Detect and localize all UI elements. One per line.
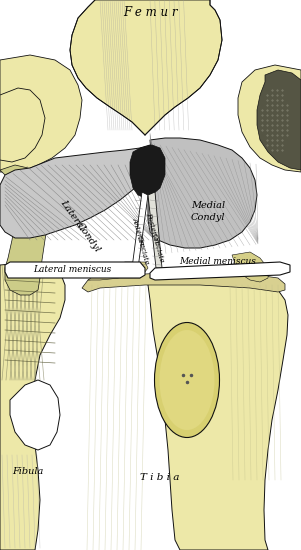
Polygon shape — [10, 380, 60, 450]
Text: Condyl: Condyl — [74, 221, 101, 255]
Polygon shape — [132, 192, 148, 268]
Polygon shape — [0, 145, 152, 238]
Polygon shape — [0, 262, 65, 550]
Text: Lateral: Lateral — [58, 198, 86, 232]
Polygon shape — [130, 145, 165, 198]
Polygon shape — [5, 262, 145, 278]
Text: Fibula: Fibula — [12, 468, 44, 476]
Polygon shape — [148, 138, 257, 248]
Text: Medial meniscus: Medial meniscus — [180, 257, 256, 267]
Text: Lateral meniscus: Lateral meniscus — [33, 266, 111, 274]
Text: Condyl: Condyl — [191, 213, 225, 223]
Text: Anterior: Anterior — [130, 217, 146, 248]
Ellipse shape — [154, 322, 219, 437]
Polygon shape — [0, 88, 45, 162]
Polygon shape — [88, 262, 148, 280]
Polygon shape — [148, 192, 162, 268]
Text: Posterior: Posterior — [144, 211, 160, 245]
Polygon shape — [232, 252, 268, 282]
Text: Cruciate: Cruciate — [135, 234, 151, 266]
Text: T i b i a: T i b i a — [140, 472, 180, 481]
Text: Medial: Medial — [191, 201, 225, 210]
Polygon shape — [0, 55, 82, 172]
Polygon shape — [82, 273, 285, 292]
Polygon shape — [238, 65, 301, 172]
Polygon shape — [70, 0, 222, 135]
Polygon shape — [0, 165, 50, 295]
Polygon shape — [88, 274, 288, 550]
Ellipse shape — [160, 330, 215, 430]
Text: Cruciate: Cruciate — [150, 232, 166, 264]
Polygon shape — [257, 70, 301, 170]
Text: F e m u r: F e m u r — [123, 6, 177, 19]
Polygon shape — [150, 262, 290, 280]
